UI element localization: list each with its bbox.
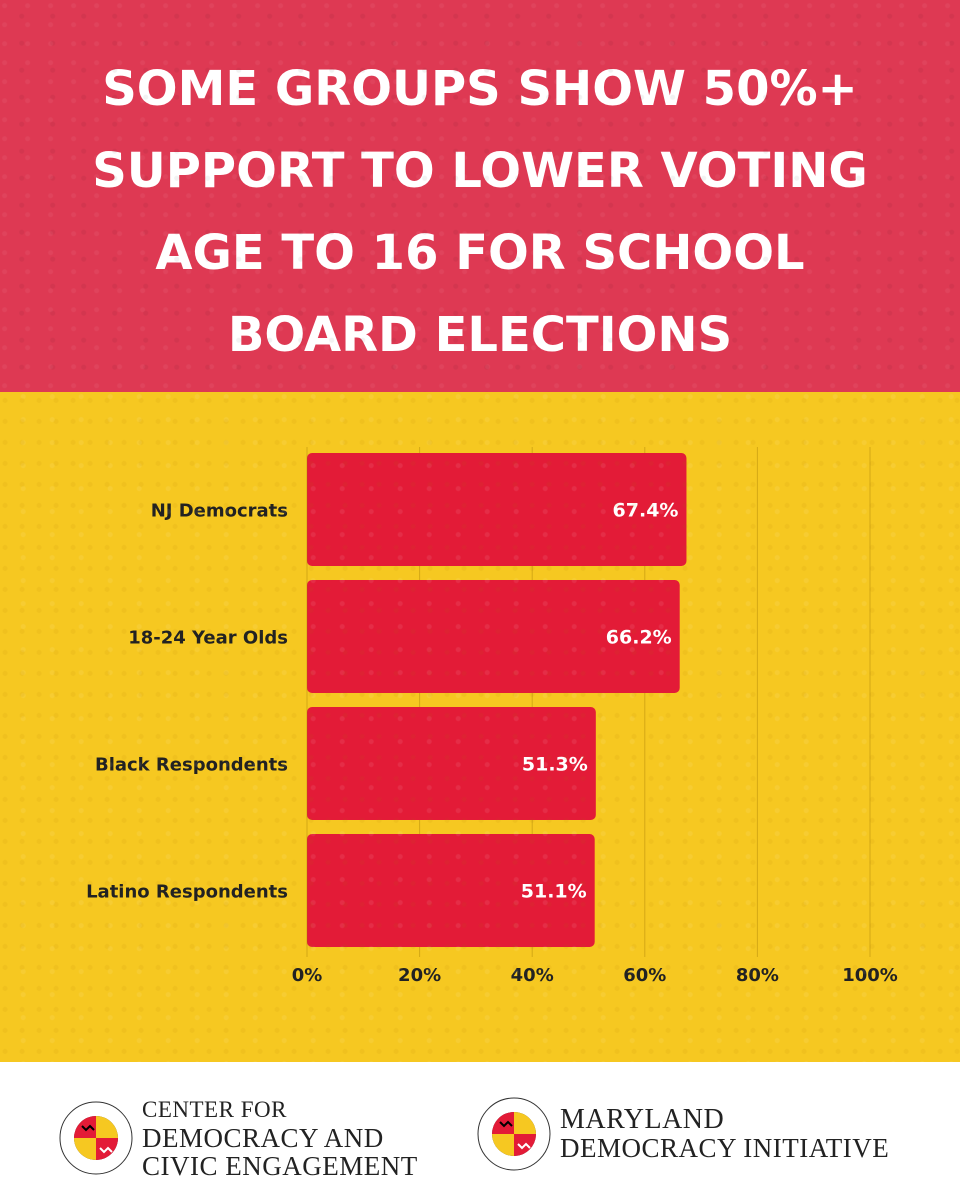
org-line: DEMOCRACY INITIATIVE	[560, 1133, 890, 1163]
x-tick-label: 40%	[511, 965, 554, 986]
bar	[307, 580, 680, 693]
university-of-maryland-seal-icon	[59, 1101, 133, 1175]
org-line: DEMOCRACY AND	[142, 1123, 384, 1153]
data-label: 67.4%	[613, 500, 679, 522]
bar-chart: 67.4% NJ Democrats 66.2% 18-24 Year Olds 51.…	[86, 447, 898, 986]
x-tick-label: 0%	[292, 965, 323, 986]
title-line: AGE TO 16 FOR SCHOOL	[155, 225, 805, 281]
x-tick-label: 60%	[623, 965, 666, 986]
cdce-logo: CENTER FOR DEMOCRACY AND CIVIC ENGAGEMEN…	[58, 1096, 418, 1180]
category-label: Latino Respondents	[86, 882, 288, 903]
category-label: 18-24 Year Olds	[128, 628, 288, 649]
chart-area: 67.4% NJ Democrats 66.2% 18-24 Year Olds 51.…	[0, 392, 960, 1062]
title-line: BOARD ELECTIONS	[227, 307, 733, 363]
university-of-maryland-seal-icon	[477, 1097, 551, 1171]
x-tick-label: 80%	[736, 965, 779, 986]
title-line: SOME GROUPS SHOW 50%+	[102, 61, 858, 117]
org-line: CIVIC ENGAGEMENT	[142, 1151, 418, 1181]
data-label: 51.1%	[521, 881, 587, 903]
bar	[307, 453, 687, 566]
title-line: SUPPORT TO LOWER VOTING	[92, 143, 868, 199]
mdi-logo: MARYLAND DEMOCRACY INITIATIVE	[476, 1096, 889, 1172]
cdce-name: CENTER FOR DEMOCRACY AND CIVIC ENGAGEMEN…	[142, 1096, 418, 1180]
x-tick-label: 100%	[842, 965, 898, 986]
bar	[307, 707, 596, 820]
header-banner: SOME GROUPS SHOW 50%+ SUPPORT TO LOWER V…	[0, 0, 960, 392]
org-line: MARYLAND	[560, 1104, 725, 1135]
category-label: Black Respondents	[95, 755, 288, 776]
org-line: CENTER FOR	[142, 1097, 287, 1122]
data-label: 66.2%	[606, 627, 672, 649]
bar	[307, 834, 595, 947]
x-tick-label: 20%	[398, 965, 441, 986]
page-title: SOME GROUPS SHOW 50%+ SUPPORT TO LOWER V…	[30, 48, 930, 376]
footer: CENTER FOR DEMOCRACY AND CIVIC ENGAGEMEN…	[0, 1062, 960, 1200]
mdi-name: MARYLAND DEMOCRACY INITIATIVE	[560, 1104, 890, 1163]
category-label: NJ Democrats	[151, 501, 288, 522]
data-label: 51.3%	[522, 754, 588, 776]
